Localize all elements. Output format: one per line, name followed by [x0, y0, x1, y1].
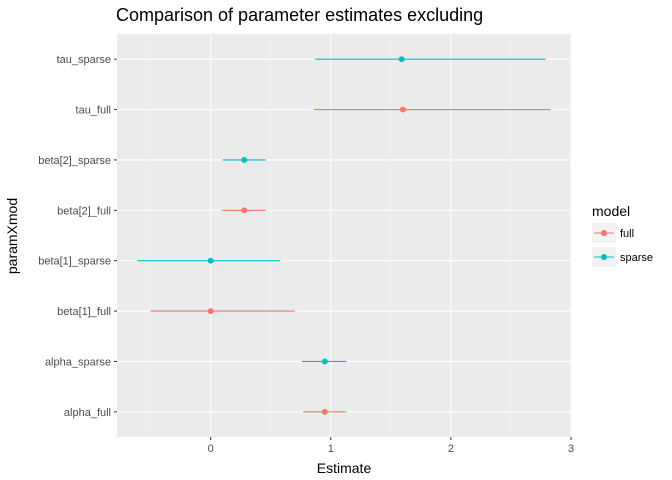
x-tick-label: 1	[328, 443, 334, 455]
legend-label: full	[620, 228, 634, 240]
y-tick-label: beta[1]_full	[57, 306, 111, 318]
legend-key-point	[601, 254, 607, 260]
plot-panel	[117, 34, 571, 437]
data-point	[321, 408, 328, 415]
x-axis: 0 1 2 3	[208, 437, 574, 455]
x-tick-label: 0	[208, 443, 214, 455]
data-point	[241, 156, 248, 163]
y-tick-label: beta[2]_full	[57, 205, 111, 217]
y-tick-label: alpha_sparse	[45, 356, 111, 368]
data-point	[207, 308, 214, 315]
y-tick-label: tau_full	[76, 105, 111, 117]
legend-label: sparse	[620, 252, 653, 264]
x-tick-label: 2	[448, 443, 454, 455]
y-tick-label: beta[2]_sparse	[38, 155, 111, 167]
y-tick-label: tau_sparse	[57, 54, 111, 66]
data-layer	[137, 56, 551, 415]
data-point	[398, 56, 405, 63]
chart-title: Comparison of parameter estimates exclud…	[116, 5, 483, 25]
y-tick-label: alpha_full	[64, 407, 111, 419]
y-tick-label: beta[1]_sparse	[38, 256, 111, 268]
y-axis-title: paramXmod	[4, 198, 20, 274]
data-point	[399, 106, 406, 113]
legend-title: model	[592, 203, 630, 219]
x-axis-title: Estimate	[317, 460, 372, 476]
y-axis: alpha_full alpha_sparse beta[1]_full beta[1…	[38, 54, 117, 419]
legend: model full sparse	[592, 203, 653, 267]
data-point	[241, 207, 248, 214]
legend-key-point	[601, 230, 607, 236]
data-point	[321, 358, 328, 365]
data-point	[207, 257, 214, 264]
x-tick-label: 3	[568, 443, 574, 455]
